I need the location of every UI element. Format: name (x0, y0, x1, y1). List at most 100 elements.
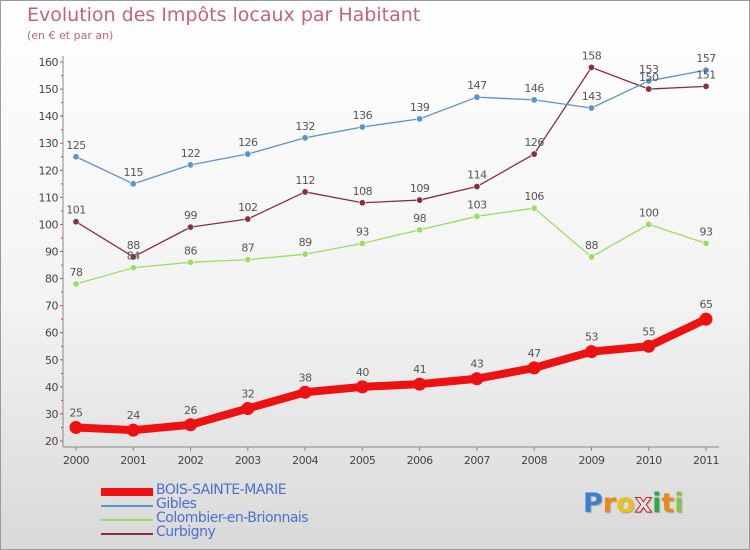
data-label: 88 (127, 239, 140, 252)
data-point (126, 423, 140, 437)
legend-swatch (101, 519, 153, 521)
data-label: 157 (696, 52, 716, 65)
data-label: 32 (241, 388, 254, 401)
y-tick-label: 40 (45, 381, 58, 394)
data-label: 112 (295, 174, 315, 187)
y-tick-label: 130 (39, 137, 59, 150)
data-point (301, 250, 309, 258)
legend-item: Curbigny (101, 524, 421, 541)
data-point (413, 377, 427, 391)
x-tick-label: 2003 (235, 454, 261, 467)
legend-item: Gibles (101, 496, 421, 513)
data-point (584, 345, 598, 359)
data-label: 158 (582, 49, 602, 62)
data-label: 87 (241, 242, 254, 255)
data-point (473, 183, 481, 191)
y-tick-label: 70 (45, 300, 58, 313)
data-label: 86 (184, 244, 197, 257)
data-point (416, 196, 424, 204)
legend-swatch (101, 488, 153, 496)
data-point (530, 96, 538, 104)
data-point (301, 188, 309, 196)
data-label: 78 (70, 266, 83, 279)
data-label: 41 (413, 363, 426, 376)
data-point (241, 402, 255, 416)
data-label: 89 (299, 236, 312, 249)
data-point (587, 253, 595, 261)
y-tick-label: 140 (39, 110, 59, 123)
data-label: 136 (353, 109, 373, 122)
data-point (129, 180, 137, 188)
legend-swatch (101, 533, 153, 535)
x-tick-label: 2010 (636, 454, 662, 467)
data-point (473, 93, 481, 101)
x-tick-label: 2006 (407, 454, 433, 467)
data-label: 143 (582, 90, 602, 103)
data-label: 65 (700, 298, 713, 311)
data-point (244, 256, 252, 264)
data-point (298, 385, 312, 399)
data-point (645, 77, 653, 85)
x-tick-label: 2000 (63, 454, 89, 467)
data-point (72, 153, 80, 161)
data-point (527, 361, 541, 375)
logo-letter: o (616, 488, 635, 519)
logo-letter: i (652, 488, 662, 519)
chart-subtitle: (en € et par an) (27, 29, 114, 42)
data-point (470, 372, 484, 386)
data-label: 147 (467, 79, 487, 92)
legend: BOIS-SAINTE-MARIE Gibles Colombier-en-Brio… (101, 482, 421, 541)
data-point (416, 115, 424, 123)
data-label: 47 (528, 347, 541, 360)
data-point (184, 418, 198, 432)
data-label: 114 (467, 169, 487, 182)
data-label: 122 (181, 147, 201, 160)
data-label: 25 (70, 406, 83, 419)
series-line (75, 66, 707, 258)
data-point (69, 420, 83, 434)
y-tick-label: 160 (39, 56, 59, 69)
data-label: 93 (700, 225, 713, 238)
y-tick-label: 110 (39, 191, 59, 204)
data-point (129, 253, 137, 261)
data-point (702, 66, 710, 74)
x-tick-label: 2001 (120, 454, 146, 467)
data-label: 55 (642, 325, 655, 338)
x-tick-label: 2002 (178, 454, 204, 467)
y-tick-label: 50 (45, 354, 58, 367)
legend-swatch (101, 505, 153, 507)
x-tick-label: 2005 (349, 454, 375, 467)
data-label: 146 (524, 82, 544, 95)
data-label: 115 (124, 166, 144, 179)
data-point (355, 380, 369, 394)
data-label: 126 (238, 136, 258, 149)
data-point (702, 239, 710, 247)
data-label: 153 (639, 63, 659, 76)
legend-label: Colombier-en-Brionnais (156, 510, 309, 526)
data-point (72, 280, 80, 288)
y-tick-label: 80 (45, 273, 58, 286)
legend-item: BOIS-SAINTE-MARIE (101, 482, 421, 499)
data-point (587, 63, 595, 71)
legend-label: Gibles (156, 496, 197, 512)
series-line (72, 315, 710, 435)
data-point (187, 223, 195, 231)
data-label: 151 (696, 68, 716, 81)
data-label: 132 (295, 120, 315, 133)
legend-label: BOIS-SAINTE-MARIE (156, 482, 287, 498)
y-tick-label: 100 (39, 218, 59, 231)
y-tick-label: 150 (39, 83, 59, 96)
data-label: 88 (585, 239, 598, 252)
data-label: 84 (127, 250, 140, 263)
x-tick-label: 2011 (693, 454, 719, 467)
data-point (645, 85, 653, 93)
data-label: 106 (524, 190, 544, 203)
data-label: 108 (353, 185, 373, 198)
data-label: 40 (356, 366, 369, 379)
data-point (699, 312, 713, 326)
series-line (75, 69, 707, 185)
x-tick-label: 2007 (464, 454, 490, 467)
data-label: 43 (470, 358, 483, 371)
